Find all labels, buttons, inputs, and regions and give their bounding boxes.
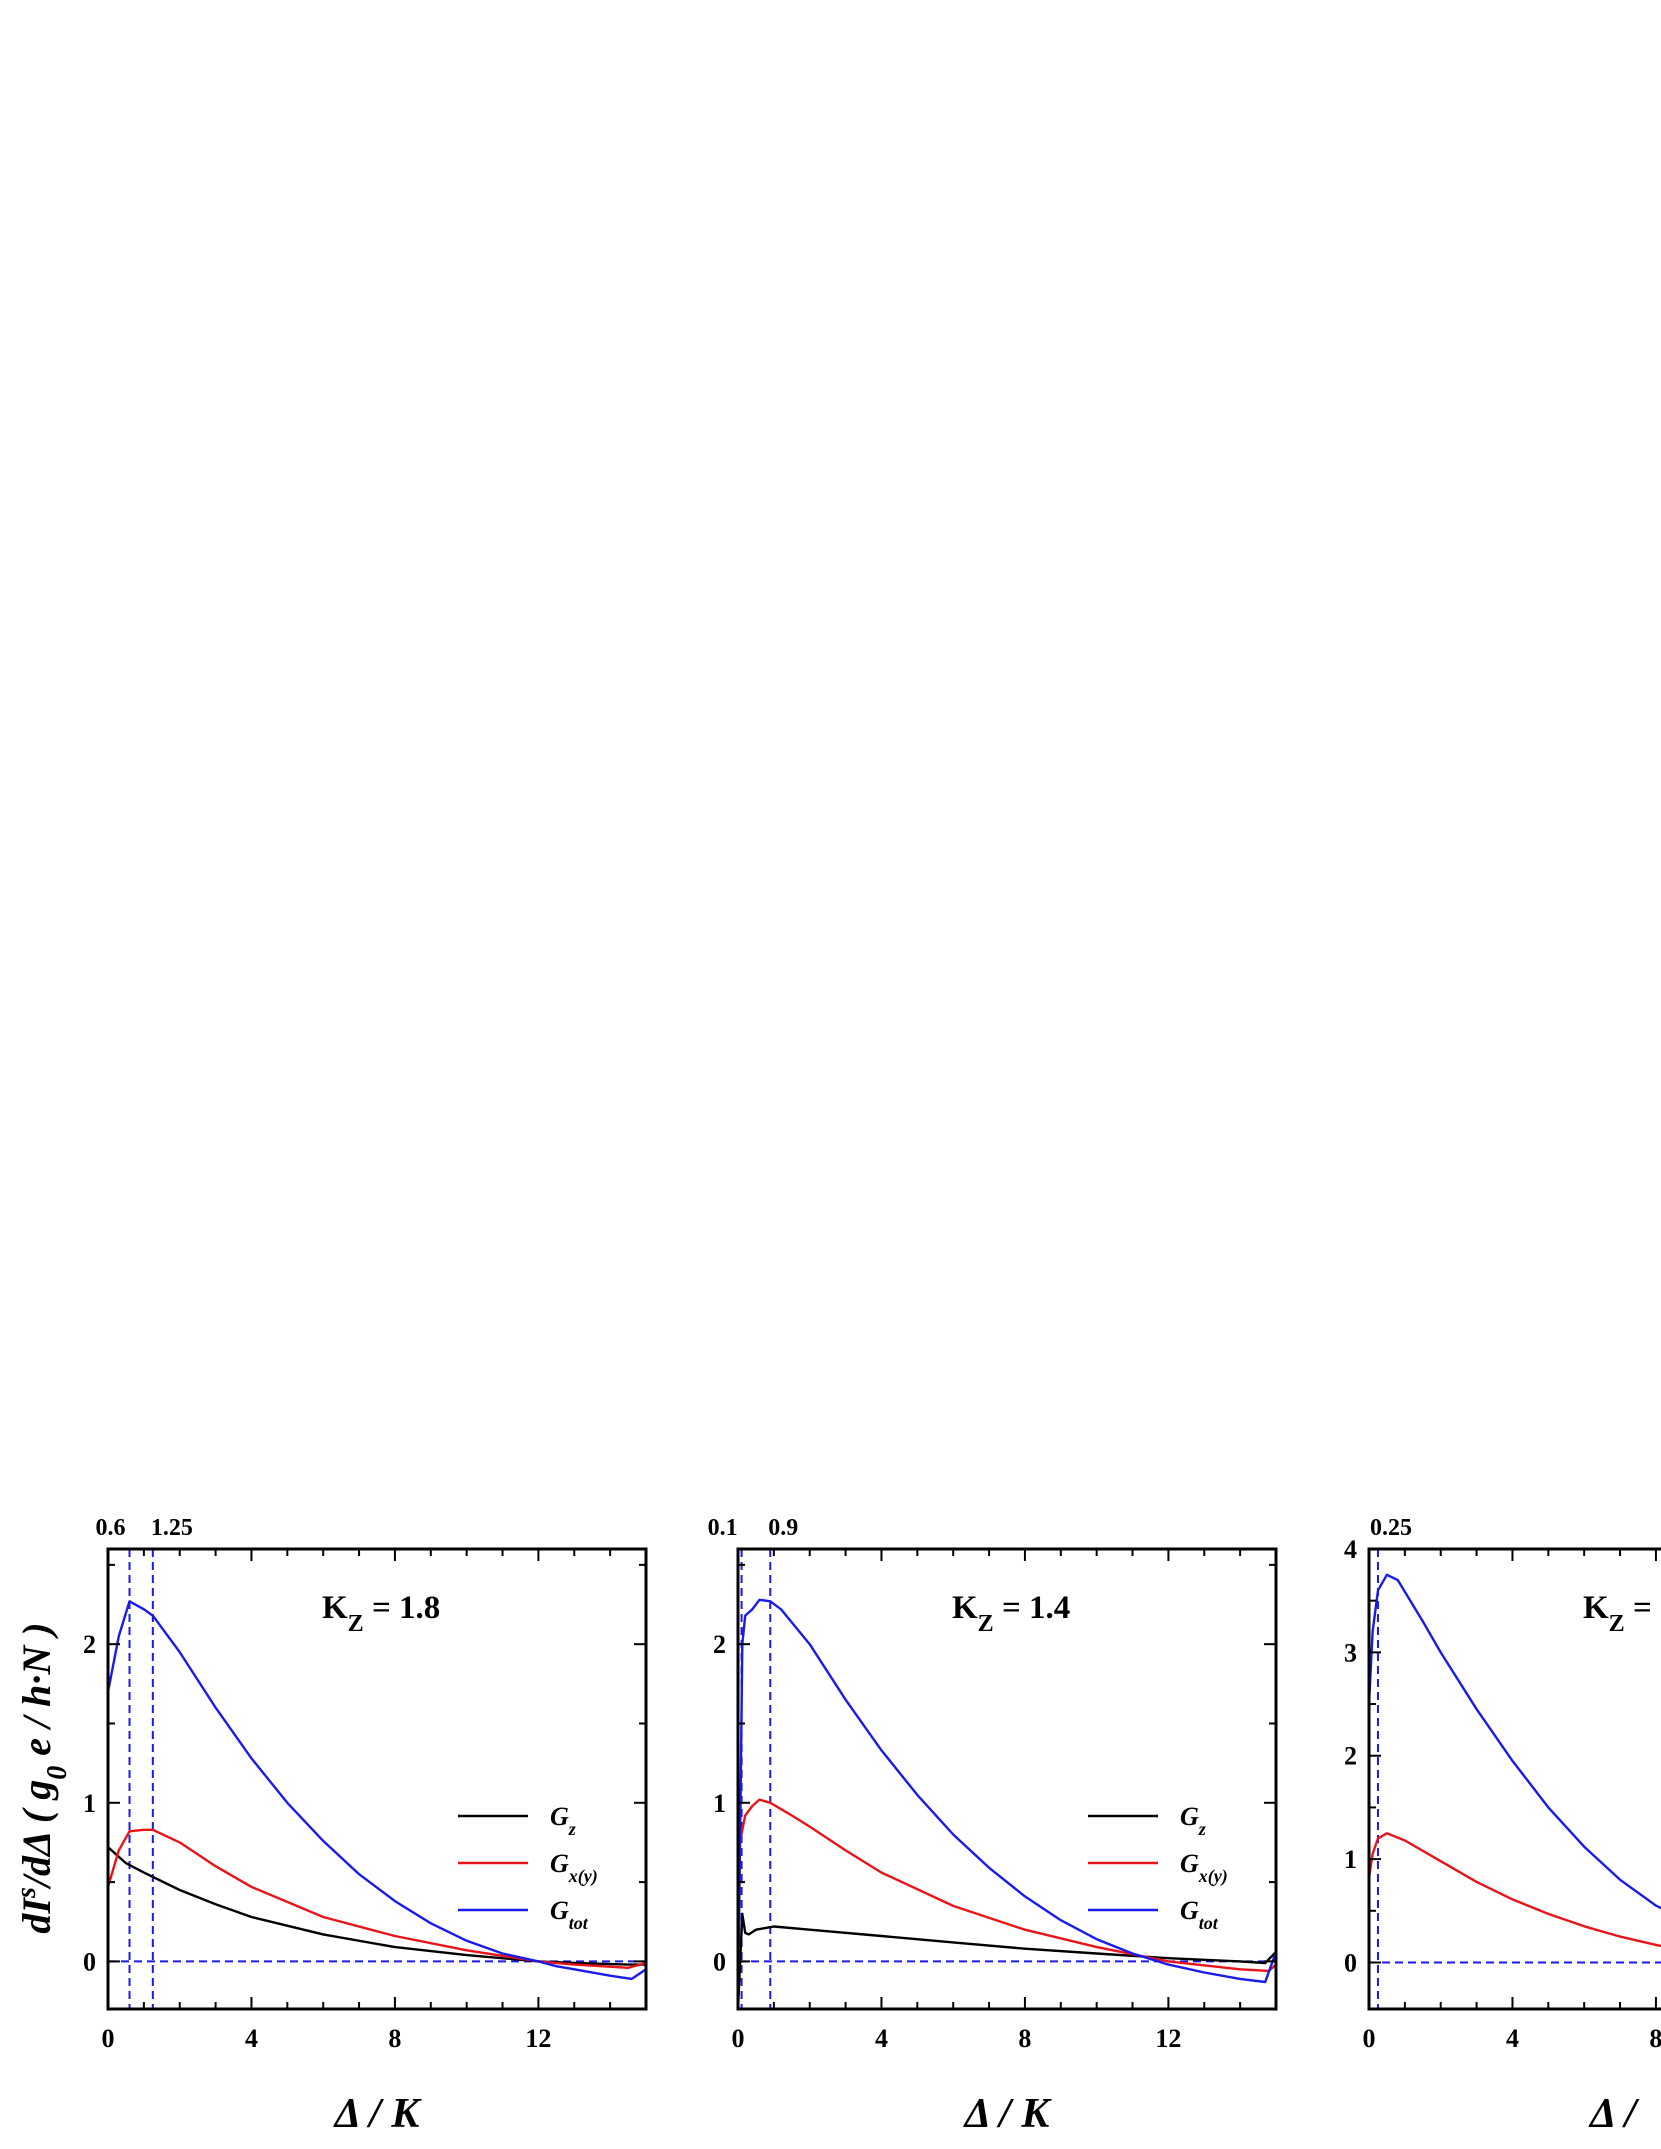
panel-2-x-tick-label: 12 [1155, 2024, 1181, 2053]
y-axis-title: dIs/dΔ ( g0 e / h·N ) [11, 1622, 73, 1933]
y-axis-title-group: dIs/dΔ ( g0 e / h·N ) [11, 1622, 73, 1933]
panel-2-x-tick-label: 0 [732, 2024, 745, 2053]
panel-1-x-tick-label: 4 [245, 2024, 258, 2053]
panel-3-x-tick-label: 4 [1506, 2024, 1519, 2053]
panel-2-x-tick-label: 4 [875, 2024, 888, 2053]
panel-2-marker-label: 0.9 [768, 1515, 798, 1541]
panel-2-frame [736, 1547, 1278, 2011]
panel-3-axes: 0.25 0 4 8 0 1 2 3 4 [1344, 1515, 1661, 2053]
panel-2-legend-label-Gtot: Gtot [1180, 1896, 1219, 1933]
panel-2-legend: Gz Gx(y) Gtot [1088, 1802, 1228, 1933]
panel-1-x-tick-label: 12 [525, 2024, 551, 2053]
panel-2-series-Gtot [738, 1598, 1276, 2009]
panel-1-y-tick-label: 1 [83, 1789, 96, 1818]
panel-1-x-axis-title: Δ / K [333, 2091, 423, 2137]
panel-1-x-tick-label: 0 [102, 2024, 115, 2053]
panel-2-series-Gxy [738, 1798, 1276, 1973]
panel-1-legend-label-Gtot: Gtot [550, 1896, 589, 1933]
panel-3-kz-annotation: KZ = [1583, 1590, 1652, 1637]
panel-3-marks [1369, 1549, 1661, 2009]
panel-3-series-Gxy [1369, 1832, 1661, 1948]
panel-2-marks [738, 1549, 1276, 2009]
panel-2-y-tick-label: 0 [713, 1947, 726, 1976]
panel-3-series-Gtot [1369, 1573, 1661, 1910]
panel-2-kz-annotation: KZ = 1.4 [952, 1590, 1070, 1637]
panel-1-marker-label: 1.25 [151, 1515, 193, 1541]
panel-1-frame [106, 1547, 648, 2011]
panel-1-x-tick-label: 8 [388, 2024, 401, 2053]
panel-3-x-tick-label: 0 [1363, 2024, 1376, 2053]
panel-1-legend-label-Gxy: Gx(y) [550, 1849, 598, 1887]
panel-3-marker-label: 0.25 [1370, 1515, 1412, 1541]
panel-2-legend-label-Gz: Gz [1180, 1802, 1206, 1839]
panel-1-kz-annotation: KZ = 1.8 [322, 1590, 440, 1637]
panel-1-y-tick-label: 0 [83, 1947, 96, 1976]
panel-2-y-tick-label: 1 [713, 1789, 726, 1818]
panel-3-y-tick-label: 4 [1344, 1535, 1357, 1564]
panel-1-series-Gz [108, 1846, 646, 1966]
panel-3-x-axis-title: Δ / [1588, 2091, 1640, 2137]
panel-3-y-tick-label: 0 [1344, 1948, 1357, 1977]
panel-2-series-Gz [738, 1912, 1276, 2009]
panel-1-legend: Gz Gx(y) Gtot [458, 1802, 598, 1933]
panel-3-y-tick-label: 1 [1344, 1845, 1357, 1874]
panel-2-x-tick-label: 8 [1018, 2024, 1031, 2053]
panel-2-y-tick-label: 2 [713, 1630, 726, 1659]
panel-3: 0.25 0 4 8 0 1 2 3 4 KZ = Δ / [1344, 1515, 1661, 2137]
panel-3-x-tick-label: 8 [1649, 2024, 1661, 2053]
panel-1-y-tick-label: 2 [83, 1630, 96, 1659]
panel-1-legend-label-Gz: Gz [550, 1802, 576, 1839]
panel-3-frame [1367, 1547, 1661, 2011]
panel-2-legend-label-Gxy: Gx(y) [1180, 1849, 1228, 1887]
panel-2-x-axis-title: Δ / K [963, 2091, 1053, 2137]
panel-1-series-Gxy [108, 1828, 646, 1970]
panel-1-marker-label: 0.6 [96, 1515, 126, 1541]
panel-3-y-tick-label: 3 [1344, 1638, 1357, 1667]
panel-1-series-Gtot [108, 1600, 646, 1981]
panel-2-marker-label: 0.1 [708, 1515, 738, 1541]
panel-1-marks [108, 1549, 646, 2009]
panel-3-y-tick-label: 2 [1344, 1742, 1357, 1771]
